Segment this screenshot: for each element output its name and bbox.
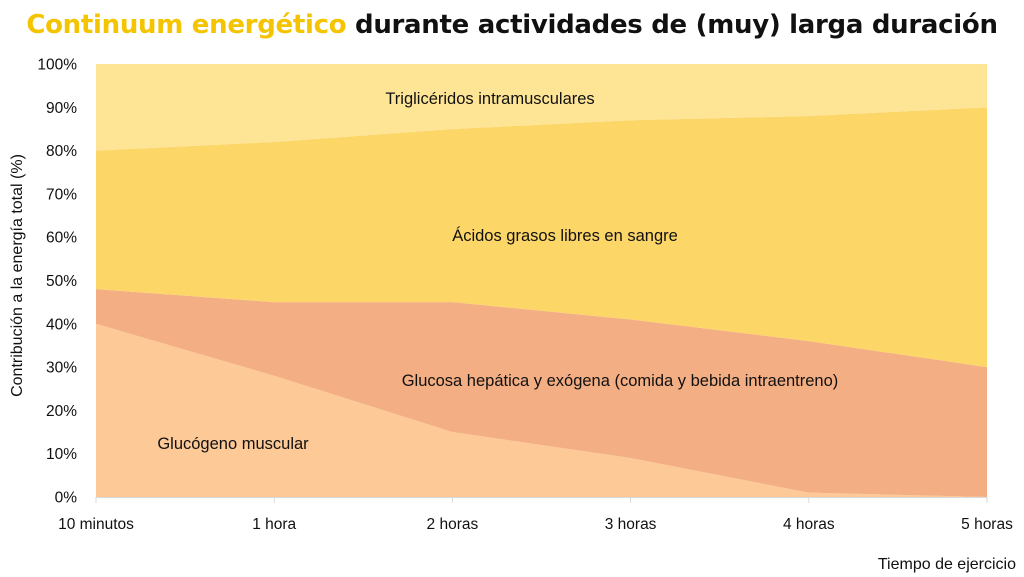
chart-title-rest: durante actividades de (muy) larga durac… <box>346 10 998 40</box>
x-tick-label: 4 horas <box>783 516 835 533</box>
y-tick-label: 10% <box>46 446 77 463</box>
area-label-acidos-grasos-libres-en-sangre: Ácidos grasos libres en sangre <box>452 226 678 245</box>
area-acidos-grasos-libres-en-sangre <box>96 107 987 368</box>
area-label-trigliceridos-intramusculares: Triglicéridos intramusculares <box>385 90 594 108</box>
y-tick-label: 0% <box>55 490 78 507</box>
y-tick-label: 80% <box>46 143 77 160</box>
x-tick-label: 5 horas <box>961 516 1013 533</box>
y-tick-label: 100% <box>37 57 77 74</box>
x-tick-label: 2 horas <box>427 516 479 533</box>
area-glucosa-hepatica-y-exogena-comida-y-bebida-intraentreno <box>96 289 987 497</box>
y-tick-label: 40% <box>46 316 77 333</box>
chart-title-highlight: Continuum energético <box>26 10 347 40</box>
y-axis-title: Contribución a la energía total (%) <box>9 154 26 397</box>
x-tick-label: 10 minutos <box>58 516 134 533</box>
x-tick-label: 3 horas <box>605 516 657 533</box>
chart-title: Continuum energético durante actividades… <box>0 10 1024 40</box>
y-tick-label: 20% <box>46 403 77 420</box>
y-tick-label: 90% <box>46 100 77 117</box>
area-label-glucosa-hepatica-y-exogena-comida-y-bebida-intraentreno: Glucosa hepática y exógena (comida y beb… <box>402 372 839 390</box>
y-tick-label: 70% <box>46 186 77 203</box>
x-tick-label: 1 hora <box>252 516 296 533</box>
stacked-areas <box>96 64 987 497</box>
area-glucogeno-muscular <box>96 323 987 497</box>
x-axis-title: Tiempo de ejercicio <box>878 556 1016 573</box>
area-labels: Glucógeno muscular Glucosa hepática y exó… <box>157 90 838 453</box>
area-trigliceridos-intramusculares <box>96 64 987 151</box>
y-tick-label: 60% <box>46 230 77 247</box>
y-axis-ticks: 0% 10% 20% 30% 40% 50% 60% 70% 80% 90% 100% <box>37 57 77 507</box>
y-tick-label: 30% <box>46 360 77 377</box>
x-axis-ticks: 10 minutos 1 hora 2 horas 3 horas 4 horas 5 h… <box>58 497 1013 533</box>
y-tick-label: 50% <box>46 273 77 290</box>
area-label-glucogeno-muscular: Glucógeno muscular <box>157 435 309 453</box>
